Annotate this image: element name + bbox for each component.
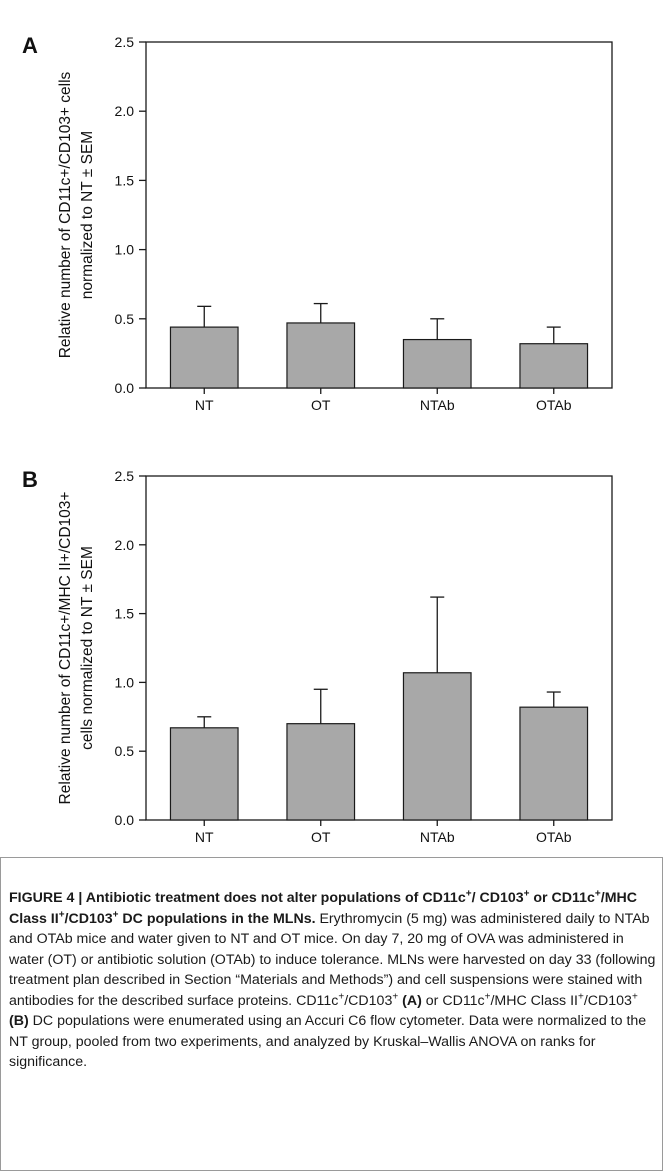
bar	[402, 672, 472, 821]
x-tick-label: OT	[311, 829, 331, 845]
y-tick-label: 2.0	[115, 537, 135, 553]
bar	[169, 326, 239, 389]
x-tick-label: NT	[195, 397, 214, 413]
bar	[402, 338, 472, 389]
caption-title-1: Antibiotic treatment does not alter popu…	[85, 890, 466, 906]
y-axis-label: Relative number of CD11c+/CD103+ cells	[57, 71, 74, 358]
y-tick-label: 0.0	[115, 812, 135, 828]
caption-box: FIGURE 4 | Antibiotic treatment does not…	[0, 857, 663, 1171]
y-tick-label: 2.0	[115, 103, 135, 119]
y-tick-label: 1.0	[115, 242, 135, 258]
plot-frame	[145, 41, 613, 389]
caption-body-2: /CD103	[344, 992, 393, 1009]
panel-b-chart: B Relative number of CD11c+/MHC II+/CD103…	[22, 467, 613, 845]
panel-label: B	[22, 467, 38, 492]
x-tick-label: NTAb	[420, 829, 455, 845]
bar	[519, 706, 589, 821]
bar	[286, 723, 356, 821]
panel-label: A	[22, 33, 38, 58]
y-axis-label: cells normalized to NT ± SEM	[79, 546, 96, 750]
x-tick-label: OTAb	[536, 397, 572, 413]
caption-body-5: /CD103	[583, 992, 632, 1009]
caption-body-1: Erythromycin (5 mg) was administered dai…	[9, 910, 656, 1009]
caption-title-5: /CD103	[64, 910, 113, 927]
caption-ref-b: (B)	[9, 1013, 29, 1029]
y-tick-label: 0.5	[115, 743, 135, 759]
y-tick-label: 1.5	[115, 606, 135, 622]
bar	[169, 727, 239, 821]
caption-title-2: / CD103	[471, 890, 524, 906]
bar	[286, 322, 356, 389]
bar	[519, 343, 589, 389]
caption-body-3: or CD11c	[421, 992, 485, 1009]
caption-title-4: /MHC Class II	[9, 890, 638, 927]
caption-title-6: DC populations in the MLNs.	[118, 910, 316, 927]
y-axis-label: normalized to NT ± SEM	[79, 131, 96, 299]
caption-title-3: or CD11c	[529, 890, 595, 906]
plot-frame	[145, 475, 613, 821]
caption-ref-a: (A)	[398, 992, 422, 1009]
figure-caption: FIGURE 4 | Antibiotic treatment does not…	[9, 888, 656, 1070]
x-tick-label: OTAb	[536, 829, 572, 845]
panel-a-chart: A Relative number of CD11c+/CD103+ cells n…	[22, 33, 613, 413]
y-tick-label: 0.5	[115, 311, 135, 327]
figure-charts: A Relative number of CD11c+/CD103+ cells n…	[22, 33, 613, 845]
x-tick-label: NTAb	[420, 397, 455, 413]
caption-figure-label: FIGURE 4 |	[9, 890, 86, 906]
y-tick-label: 1.5	[115, 172, 135, 188]
y-axis-label: Relative number of CD11c+/MHC II+/CD103+	[57, 492, 74, 805]
caption-body-6: DC populations were enumerated using an …	[9, 1013, 647, 1070]
y-tick-label: 2.5	[115, 34, 135, 50]
x-tick-label: OT	[311, 397, 331, 413]
y-tick-label: 0.0	[115, 380, 135, 396]
x-tick-label: NT	[195, 829, 214, 845]
caption-body-4: /MHC Class II	[490, 992, 578, 1009]
y-tick-label: 2.5	[115, 468, 135, 484]
y-tick-label: 1.0	[115, 674, 135, 690]
